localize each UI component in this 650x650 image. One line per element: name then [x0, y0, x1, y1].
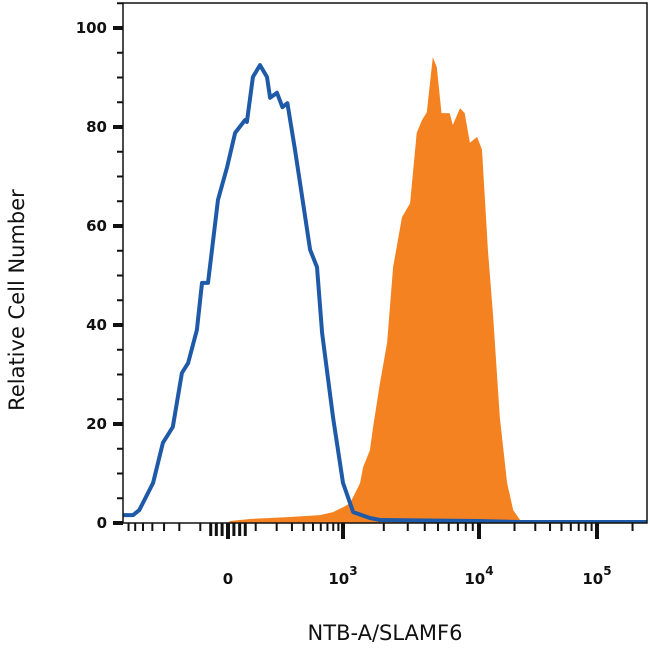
x-tick-base: 0: [223, 570, 233, 588]
y-tick-label: 100: [76, 19, 107, 37]
histogram-filled-series: [123, 57, 647, 523]
x-tick-label: 103: [328, 564, 357, 588]
x-tick-base: 10: [464, 570, 485, 588]
x-tick-base: 10: [328, 570, 349, 588]
x-tick-label: 105: [582, 564, 611, 588]
y-tick-label: 60: [86, 217, 107, 235]
x-axis-title: NTB-A/SLAMF6: [308, 621, 463, 645]
series-layer: [123, 57, 647, 523]
x-tick-base: 10: [582, 570, 603, 588]
plot-frame: [122, 2, 648, 524]
x-tick-exponent: 4: [485, 564, 493, 578]
y-tick-label: 80: [86, 118, 107, 136]
x-tick-label: 104: [464, 564, 493, 588]
y-tick-label: 0: [97, 514, 107, 532]
y-axis-title: Relative Cell Number: [5, 189, 29, 411]
histogram-line-series: [123, 63, 647, 523]
x-tick-label: 0: [223, 570, 233, 588]
y-tick-label: 20: [86, 415, 107, 433]
x-tick-exponent: 5: [603, 564, 611, 578]
x-tick-exponent: 3: [349, 564, 357, 578]
y-tick-label: 40: [86, 316, 107, 334]
